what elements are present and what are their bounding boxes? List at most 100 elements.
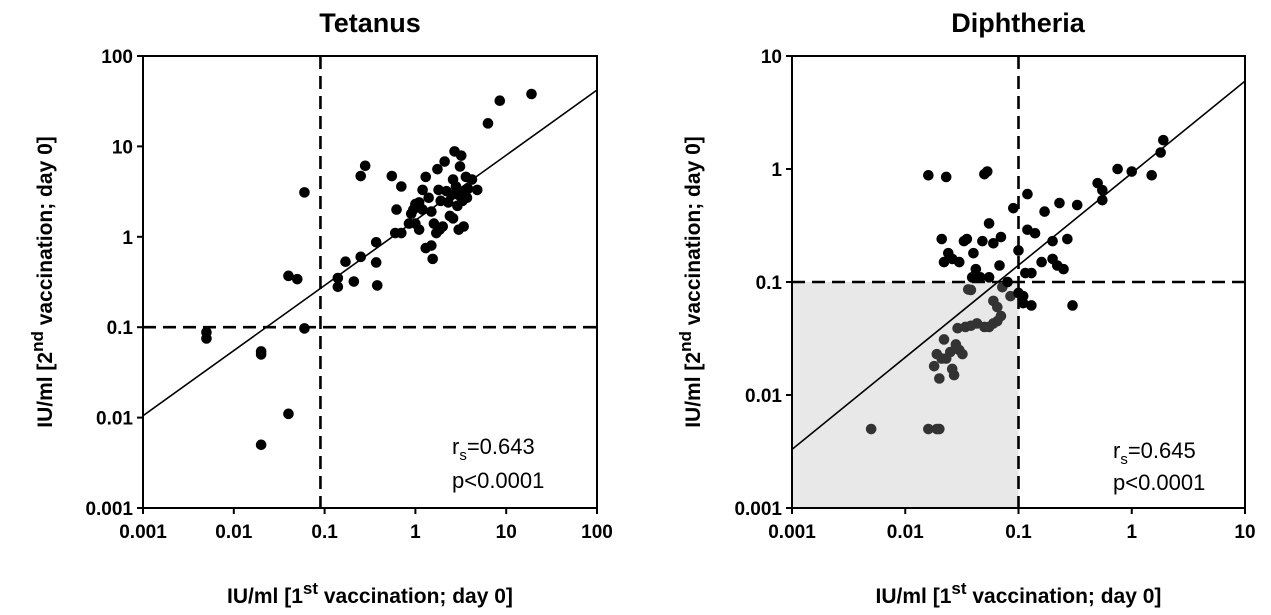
tetanus-data-point-71 xyxy=(526,88,537,100)
diphtheria-x-axis-title-prefix: IU/ml [1 xyxy=(876,585,952,608)
tetanus-x-axis-title-prefix: IU/ml [1 xyxy=(227,585,303,608)
diphtheria-data-point-28 xyxy=(938,256,950,268)
tetanus-data-point-8 xyxy=(299,187,310,198)
diphtheria-panel: Diphtheria 0.001 0.01 0.1 1 10 0.001 0.01 0.1 1 1… xyxy=(676,8,1256,608)
diphtheria-data-point-66 xyxy=(1047,235,1058,247)
diphtheria-data-point-61 xyxy=(1026,267,1037,279)
tetanus-y-axis-title-sup: nd xyxy=(28,331,47,352)
tetanus-data-point-3 xyxy=(255,349,267,360)
tetanus-y-tick-label-3: 1 xyxy=(122,228,133,249)
diphtheria-data-point-3 xyxy=(934,423,945,435)
tetanus-data-point-13 xyxy=(348,276,360,287)
diphtheria-stat-r: rs=0.645 xyxy=(1113,438,1196,468)
tetanus-data-point-5 xyxy=(283,408,294,420)
tetanus-stat-r-prefix: r xyxy=(452,434,459,459)
tetanus-y-tick-label-1: 0.01 xyxy=(96,409,133,430)
tetanus-data-point-1 xyxy=(201,333,212,344)
diphtheria-data-point-45 xyxy=(988,238,999,249)
tetanus-data-point-43 xyxy=(433,184,444,196)
diphtheria-y-axis-title-sup: nd xyxy=(676,331,695,352)
diphtheria-y-axis-title-prefix: IU/ml [2 xyxy=(682,352,705,428)
diphtheria-data-point-38 xyxy=(970,263,982,275)
tetanus-data-point-62 xyxy=(458,221,469,232)
diphtheria-data-point-6 xyxy=(928,360,940,372)
tetanus-data-point-14 xyxy=(355,170,367,182)
tetanus-data-point-7 xyxy=(291,273,303,285)
diphtheria-y-axis-title-suffix: vaccination; day 0] xyxy=(682,136,705,331)
tetanus-data-point-36 xyxy=(423,192,434,204)
diphtheria-y-tick-label-1: 0.01 xyxy=(745,386,782,407)
diphtheria-data-point-64 xyxy=(1036,256,1047,268)
tetanus-data-point-17 xyxy=(370,257,382,268)
tetanus-data-point-65 xyxy=(461,192,473,204)
diphtheria-data-point-52 xyxy=(1005,290,1016,302)
tetanus-data-point-55 xyxy=(450,181,462,192)
diphtheria-data-point-1 xyxy=(923,423,934,435)
tetanus-data-point-68 xyxy=(471,184,483,196)
diphtheria-data-point-0 xyxy=(865,423,877,435)
tetanus-data-point-69 xyxy=(482,118,494,129)
diphtheria-data-point-57 xyxy=(1017,297,1029,309)
diphtheria-shaded-region xyxy=(792,282,1019,508)
diphtheria-data-point-80 xyxy=(1155,147,1166,158)
diphtheria-x-axis-title-sup: st xyxy=(951,579,966,598)
tetanus-stat-r-sub: s xyxy=(459,447,467,464)
tetanus-x-tick-label-1: 0.01 xyxy=(215,522,252,543)
diphtheria-data-point-73 xyxy=(1071,199,1083,211)
tetanus-x-axis-title-sup: st xyxy=(303,579,318,598)
diphtheria-data-point-47 xyxy=(992,301,1003,313)
tetanus-data-point-11 xyxy=(332,281,344,293)
tetanus-data-point-37 xyxy=(426,206,437,217)
tetanus-y-axis-title: IU/ml [2nd vaccination; day 0] xyxy=(28,136,57,428)
tetanus-data-point-4 xyxy=(255,439,267,451)
tetanus-data-point-33 xyxy=(417,184,428,196)
diphtheria-data-point-39 xyxy=(975,272,986,283)
tetanus-data-point-47 xyxy=(439,156,450,167)
diphtheria-data-point-63 xyxy=(1029,227,1041,239)
diphtheria-data-point-42 xyxy=(981,166,993,177)
diphtheria-x-axis-title-suffix: vaccination; day 0] xyxy=(967,585,1162,608)
diphtheria-data-point-33 xyxy=(961,233,973,245)
tetanus-data-point-16 xyxy=(359,160,371,172)
diphtheria-data-point-27 xyxy=(936,233,948,245)
tetanus-y-tick-label-0: 0.001 xyxy=(85,499,133,520)
diphtheria-data-point-53 xyxy=(1008,202,1019,214)
diphtheria-y-tick-label-3: 1 xyxy=(771,160,782,181)
diphtheria-data-point-14 xyxy=(948,369,960,381)
tetanus-data-point-60 xyxy=(455,150,467,161)
tetanus-data-point-53 xyxy=(447,213,459,224)
tetanus-data-point-70 xyxy=(494,95,506,107)
tetanus-data-point-22 xyxy=(391,204,402,215)
tetanus-title: Tetanus xyxy=(319,8,421,38)
tetanus-data-point-34 xyxy=(420,171,432,183)
tetanus-y-axis-title-prefix: IU/ml [2 xyxy=(34,352,57,428)
tetanus-x-axis-title-suffix: vaccination; day 0] xyxy=(318,585,513,608)
diphtheria-data-point-71 xyxy=(1062,233,1073,245)
diphtheria-stat-r-sub: s xyxy=(1120,451,1128,468)
diphtheria-stat-r-value: =0.645 xyxy=(1128,438,1196,463)
diphtheria-data-point-70 xyxy=(1058,263,1069,275)
tetanus-x-tick-label-5: 100 xyxy=(581,522,613,543)
diphtheria-y-tick-label-0: 0.001 xyxy=(734,499,782,520)
diphtheria-data-point-43 xyxy=(983,218,995,229)
tetanus-data-point-32 xyxy=(417,204,428,215)
tetanus-data-point-19 xyxy=(371,280,383,291)
diphtheria-y-tick-label-4: 10 xyxy=(761,47,782,68)
tetanus-y-tick-label-5: 100 xyxy=(101,47,133,68)
tetanus-data-point-42 xyxy=(432,163,443,175)
tetanus-regression-line xyxy=(143,89,597,417)
tetanus-x-tick-label-2: 0.1 xyxy=(311,522,338,543)
diphtheria-y-axis-title: IU/ml [2nd vaccination; day 0] xyxy=(676,136,705,428)
tetanus-data-point-39 xyxy=(427,253,438,265)
tetanus-data-point-6 xyxy=(283,270,294,282)
diphtheria-data-point-81 xyxy=(1158,134,1169,146)
diphtheria-data-point-16 xyxy=(952,322,963,334)
tetanus-stat-r-value: =0.643 xyxy=(467,434,535,459)
diphtheria-data-point-40 xyxy=(977,235,988,247)
diphtheria-data-point-31 xyxy=(953,256,965,268)
diphtheria-title: Diphtheria xyxy=(951,8,1085,38)
tetanus-data-point-38 xyxy=(426,240,437,251)
diphtheria-data-point-35 xyxy=(965,284,977,296)
tetanus-plot-frame xyxy=(142,55,598,509)
diphtheria-data-point-62 xyxy=(1026,300,1037,311)
